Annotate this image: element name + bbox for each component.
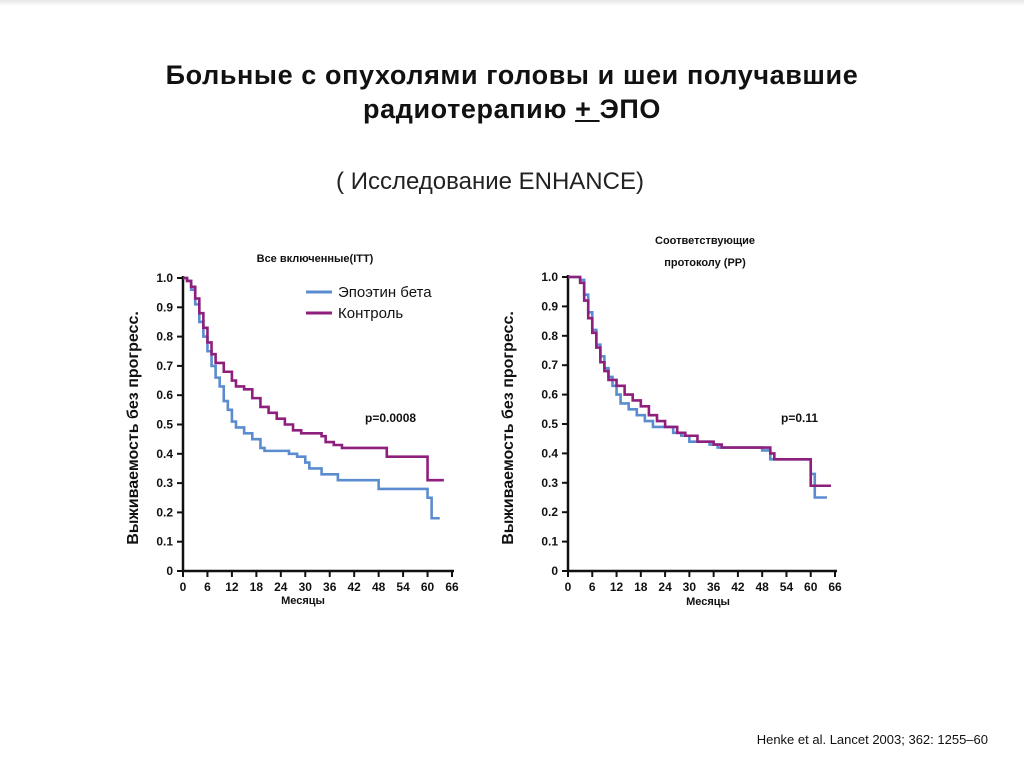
x-tick-label: 60 (804, 580, 818, 594)
chart-title-line2: протоколу (PP) (664, 257, 746, 269)
slide-title-line2: радиотерапию + ЭПО (40, 92, 984, 126)
slide-title: Больные с опухолями головы и шеи получав… (40, 58, 984, 126)
x-axis-label: Месяцы (686, 596, 730, 608)
y-axis-label: Выживаемость без прогресс. (125, 311, 142, 545)
y-tick-label: 0.5 (156, 418, 173, 432)
x-tick-label: 18 (250, 580, 264, 594)
x-tick-label: 0 (180, 580, 187, 594)
chart-pp: Соответствующие протоколу (PP) 0 0.1 0.2 0.… (500, 235, 842, 608)
x-tick-label: 54 (396, 580, 410, 594)
x-tick-label: 12 (610, 580, 624, 594)
plot-area: 0 0.1 0.2 0.3 0.4 0.5 0.6 0.7 0.8 0.9 1.0 0 6 12 18 24 3… (156, 271, 459, 594)
y-tick-label: 0.9 (541, 299, 558, 313)
y-tick-label: 0.6 (541, 388, 558, 402)
y-tick-label: 0.6 (156, 388, 173, 402)
series-line-epoetin (568, 275, 827, 499)
slide-title-line2-end: ЭПО (599, 94, 661, 124)
y-tick-label: 0.3 (541, 476, 558, 490)
x-tick-label: 6 (589, 580, 596, 594)
plus-minus-sign: + (575, 94, 600, 124)
y-tick-label: 0.4 (541, 446, 558, 460)
chart-itt: Все включенные(ITT) 00.10.20.30.40.50.60… (125, 253, 459, 607)
y-tick-label: 1.0 (541, 270, 558, 284)
y-tick-label: 0.2 (541, 505, 558, 519)
legend: Эпоэтин бета Контроль (306, 284, 432, 322)
x-tick-label: 36 (323, 580, 337, 594)
y-tick-label: 0.1 (156, 535, 173, 549)
legend-label-control: Контроль (338, 305, 403, 322)
y-tick-label: 0.8 (156, 330, 173, 344)
x-tick-label: 48 (756, 580, 770, 594)
x-tick-label: 6 (204, 580, 211, 594)
y-tick-label: 0.4 (156, 447, 173, 461)
slide-title-line2-start: радиотерапию (363, 94, 576, 124)
y-tick-label: 0.9 (156, 300, 173, 314)
series-line-control (568, 275, 831, 488)
x-tick-label: 42 (731, 580, 745, 594)
x-tick-label: 36 (707, 580, 721, 594)
slide-title-line1: Больные с опухолями головы и шеи получав… (165, 60, 859, 90)
slide-top-shadow (0, 0, 1024, 6)
y-tick-label: 0.8 (541, 329, 558, 343)
plot-area: 0 0.1 0.2 0.3 0.4 0.5 0.6 0.7 0.8 0.9 1.0 0 6 12 18 24 3… (541, 270, 842, 594)
x-tick-label: 0 (565, 580, 572, 594)
x-tick-label: 24 (274, 580, 288, 594)
series-line-control (183, 276, 444, 482)
x-tick-label: 12 (225, 580, 239, 594)
y-axis-label: Выживаемость без прогресс. (500, 311, 517, 545)
chart-title: Все включенные(ITT) (257, 253, 374, 265)
y-tick-label: 0.2 (156, 505, 173, 519)
x-tick-label: 48 (372, 580, 386, 594)
x-tick-label: 30 (299, 580, 313, 594)
x-tick-label: 66 (828, 580, 842, 594)
y-tick-label: 0.1 (541, 535, 558, 549)
legend-label-epoetin: Эпоэтин бета (338, 284, 432, 301)
chart-title-line1: Соответствующие (655, 235, 755, 247)
y-tick-label: 0.7 (541, 358, 558, 372)
x-tick-label: 18 (634, 580, 648, 594)
y-tick-label: 0.7 (156, 359, 173, 373)
y-tick-label: 0.3 (156, 476, 173, 490)
citation: Henke et al. Lancet 2003; 362: 1255–60 (756, 732, 988, 747)
p-value-annotation: p=0.11 (781, 411, 818, 425)
x-tick-label: 66 (445, 580, 459, 594)
x-tick-label: 30 (683, 580, 697, 594)
x-tick-label: 42 (348, 580, 362, 594)
x-tick-label: 54 (780, 580, 794, 594)
p-value-annotation: p=0.0008 (365, 411, 416, 425)
y-tick-label: 0 (551, 564, 558, 578)
x-tick-label: 60 (421, 580, 435, 594)
x-tick-label: 24 (658, 580, 672, 594)
y-tick-label: 0.5 (541, 417, 558, 431)
x-axis-label: Месяцы (281, 595, 325, 607)
slide-subtitle: ( Исследование ENHANCE) (336, 168, 644, 195)
y-tick-label: 1.0 (156, 271, 173, 285)
y-tick-label: 0 (166, 564, 173, 578)
